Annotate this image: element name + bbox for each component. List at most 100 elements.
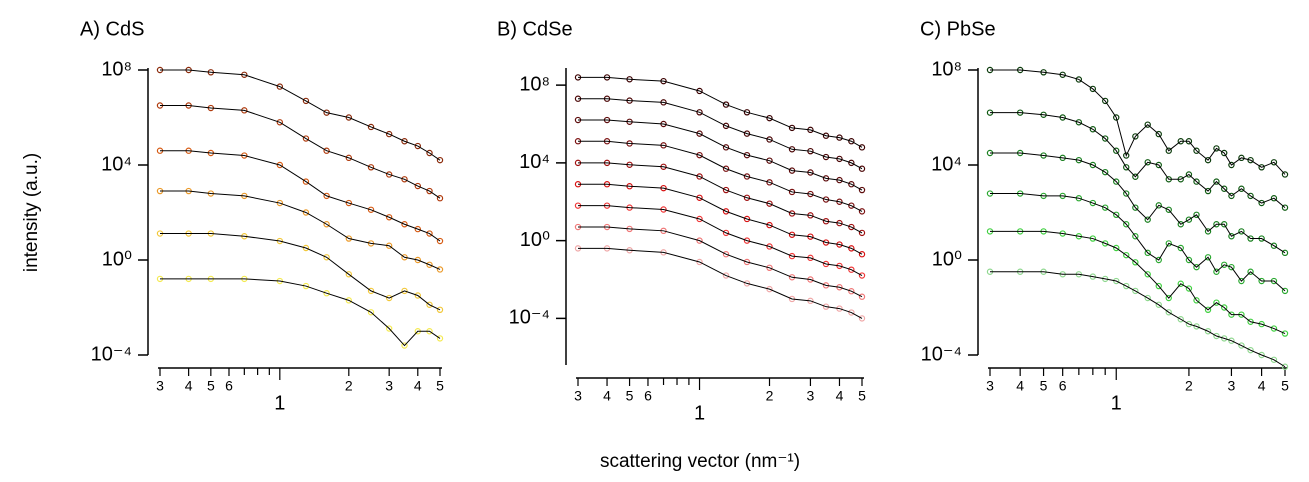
x-tick-label: 5 [1281, 378, 1289, 394]
data-point [323, 290, 330, 297]
data-point [743, 194, 751, 201]
data-point [1165, 206, 1172, 213]
x-tick-label: 4 [836, 388, 844, 404]
y-tick-label: 10⁴ [519, 151, 550, 173]
data-point [1123, 221, 1130, 228]
data-point [1247, 268, 1254, 275]
x-tick-label: 3 [574, 388, 582, 404]
data-point [401, 342, 408, 349]
data-point [345, 235, 353, 242]
data-point [401, 254, 408, 261]
data-point [414, 225, 421, 233]
data-point [1270, 159, 1278, 166]
data-point [1101, 168, 1109, 176]
x-tick-label: 3 [986, 378, 994, 394]
x-tick-label: 3 [156, 378, 164, 394]
data-point [766, 136, 773, 143]
data-point [1113, 147, 1120, 154]
data-point [1213, 332, 1220, 340]
data-point [1185, 216, 1193, 223]
data-point [848, 223, 855, 231]
data-point [766, 200, 773, 207]
fit-line [990, 230, 1286, 335]
data-point [743, 109, 751, 116]
data-point [1089, 126, 1097, 133]
data-point [743, 173, 751, 180]
data-point [1185, 171, 1193, 178]
data-point [696, 173, 703, 180]
data-point [848, 266, 855, 273]
data-point [385, 171, 393, 178]
data-point [1204, 254, 1212, 261]
data-point [1144, 294, 1151, 302]
data-point [436, 306, 444, 314]
data-point [1144, 271, 1151, 278]
x-tick-label: 1 [274, 392, 285, 414]
data-point [1165, 294, 1172, 302]
data-point [1213, 299, 1220, 306]
x-tick-label: 2 [1185, 378, 1193, 394]
data-point [696, 109, 703, 116]
x-tick-label: 6 [644, 388, 652, 404]
data-point [276, 161, 284, 169]
data-point [1101, 135, 1109, 142]
fit-line [990, 152, 1286, 254]
data-point [345, 154, 353, 162]
data-point [1213, 178, 1220, 185]
data-point [414, 182, 421, 190]
data-point [1228, 263, 1235, 271]
data-point [722, 186, 730, 194]
data-point [722, 229, 730, 237]
data-point [848, 288, 855, 295]
y-tick-label: 10⁻⁴ [921, 343, 962, 365]
data-point [414, 292, 421, 299]
fit-line [578, 76, 863, 148]
data-point [1155, 130, 1162, 138]
data-point [1228, 337, 1235, 344]
data-point [858, 144, 866, 151]
data-point [426, 187, 433, 195]
x-tick-label: 4 [185, 378, 193, 394]
fit-line [990, 193, 1286, 292]
data-point [1101, 97, 1109, 105]
y-tick-label: 10⁸ [519, 73, 550, 95]
data-point [1155, 301, 1162, 308]
x-tick-label: 1 [1111, 392, 1122, 414]
data-point [858, 208, 866, 215]
data-point [414, 256, 421, 264]
data-point [345, 199, 353, 207]
x-tick-label: 3 [807, 388, 815, 404]
data-point [722, 272, 730, 279]
data-point [1113, 211, 1120, 219]
data-point [385, 130, 393, 138]
data-point [1165, 240, 1172, 247]
data-point [1213, 145, 1220, 152]
data-point [1193, 263, 1200, 271]
data-point [722, 251, 730, 258]
fit-line [578, 162, 863, 234]
data-point [1101, 240, 1109, 247]
y-tick-label: 10⁰ [102, 248, 132, 270]
data-point [1075, 76, 1083, 83]
data-point [1247, 156, 1254, 164]
fit-line [990, 69, 1286, 175]
data-point [696, 237, 703, 244]
data-point [1185, 320, 1193, 328]
data-point [1258, 320, 1265, 328]
data-point [1204, 156, 1212, 164]
y-axis-label: intensity (a.u.) [21, 153, 42, 272]
fit-line [160, 233, 441, 311]
data-point [1270, 242, 1278, 249]
panel-title: B) CdSe [497, 18, 573, 40]
data-point [1238, 228, 1245, 235]
data-point [1123, 190, 1130, 197]
data-point [367, 309, 375, 316]
data-point [436, 195, 444, 202]
data-point [1132, 259, 1139, 266]
data-point [1204, 306, 1212, 314]
y-tick-label: 10⁴ [101, 153, 132, 175]
data-point [345, 114, 353, 121]
data-point [1204, 328, 1212, 335]
data-point [436, 237, 444, 245]
data-point [743, 280, 751, 287]
